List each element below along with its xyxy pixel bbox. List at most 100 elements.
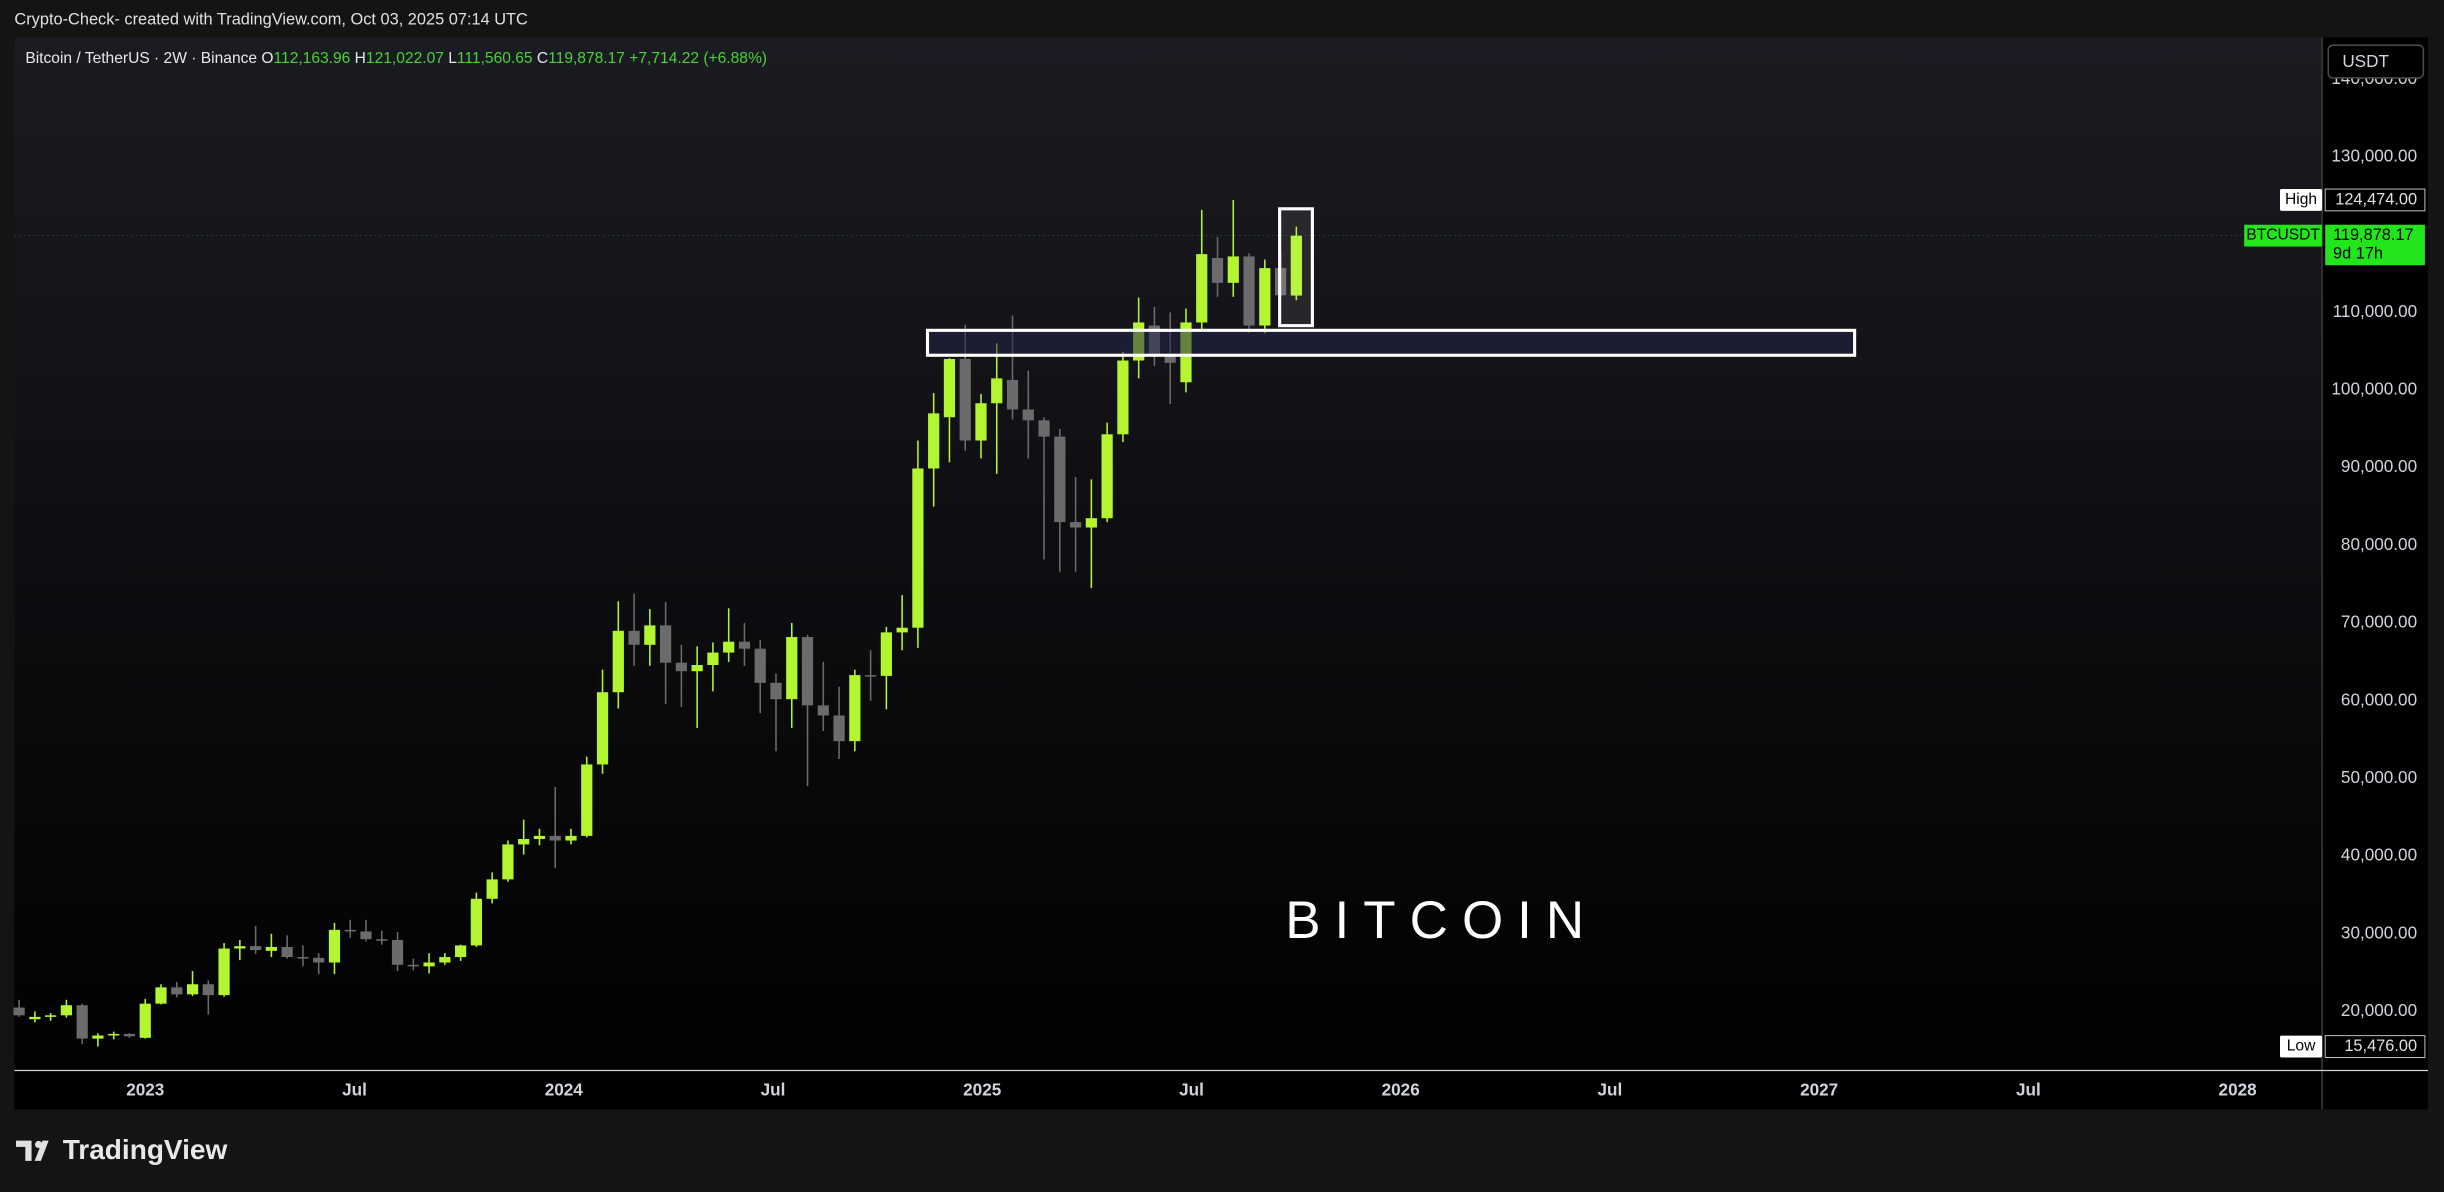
x-tick-label: Jul: [342, 1079, 367, 1099]
open-value: 112,163.96: [274, 50, 351, 67]
last-value-bg: [2325, 224, 2425, 266]
candle-body: [60, 1005, 73, 1016]
candle-body: [786, 637, 798, 700]
markers: High 124,474.00 Low 15,476.00 BTCUSDT 119,878…: [14, 188, 2426, 1058]
candle-body: [108, 1033, 120, 1036]
marker-tag: High: [2285, 191, 2317, 208]
candle-body: [1054, 436, 1066, 523]
candle-body: [754, 648, 766, 683]
marker-tag-bg: [2279, 189, 2323, 211]
marker-value-bg: [2324, 1035, 2426, 1058]
candle-body: [423, 962, 435, 967]
candle-body: [549, 835, 561, 841]
time-axis-bg: [14, 1070, 2323, 1110]
open-tag: O: [261, 50, 273, 67]
candle-body: [1101, 434, 1113, 519]
legend: Bitcoin / TetherUS · 2W · Binance O112,1…: [25, 50, 767, 67]
candle-body: [218, 948, 230, 996]
candle-body: [186, 984, 199, 995]
zone-box: [925, 328, 1857, 357]
candle-body: [455, 945, 467, 958]
candle-body: [849, 675, 861, 742]
x-tick-label: 2026: [1382, 1079, 1420, 1099]
marker-tag-bg: [2279, 1035, 2323, 1058]
high-value: 121,022.07: [366, 50, 444, 67]
symbol: Bitcoin / TetherUS · 2W · Binance: [25, 50, 257, 67]
marker-value: 124,474.00: [2335, 190, 2417, 208]
candle-body: [281, 946, 293, 958]
candle-body: [171, 987, 183, 995]
candle-body: [833, 715, 845, 742]
candle-body: [313, 957, 325, 963]
candle-body: [1069, 522, 1082, 528]
candle-body: [1227, 256, 1239, 283]
close-tag: C: [537, 50, 548, 67]
x-tick-label: 2027: [1800, 1079, 1838, 1099]
candle-body: [880, 632, 892, 676]
watermark: Crypto-Check- created with TradingView.c…: [14, 11, 528, 29]
candle-body: [928, 413, 940, 469]
candle-body: [297, 957, 309, 959]
candle-body: [912, 468, 924, 628]
change: +7,714.22 (+6.88%): [629, 50, 767, 67]
brand: TradingView: [63, 1134, 228, 1165]
currency-button[interactable]: [2327, 44, 2425, 79]
last-tag-bg: [2244, 224, 2323, 247]
candle-body: [234, 946, 246, 949]
candle-body: [628, 630, 640, 645]
candle-body: [250, 946, 262, 951]
candle-body: [533, 835, 546, 839]
candle-body: [1164, 354, 1176, 363]
candle-body: [155, 987, 167, 1004]
candle-body: [344, 929, 356, 932]
candle-body: [975, 403, 987, 441]
y-tick-label: 40,000.00: [2341, 845, 2417, 865]
y-tick-label: 60,000.00: [2341, 689, 2417, 709]
candle-body: [1243, 256, 1255, 326]
candle-body: [707, 652, 719, 666]
candle-body: [391, 939, 404, 965]
candle-body: [376, 939, 388, 941]
candle-body: [691, 665, 703, 672]
candle-body: [801, 637, 814, 706]
candle-body: [123, 1033, 136, 1037]
candle-body: [502, 844, 514, 880]
y-tick-label: 100,000.00: [2331, 379, 2417, 399]
candle-body: [1038, 420, 1050, 437]
candle-body: [738, 641, 751, 649]
candle-body: [612, 630, 624, 693]
candle-body: [407, 964, 419, 967]
x-tick-label: Jul: [2016, 1079, 2041, 1099]
last-tag: BTCUSDT: [2246, 227, 2320, 244]
marker-value: 15,476.00: [2344, 1037, 2417, 1055]
currency[interactable]: USDT: [2342, 51, 2389, 71]
candle-body: [565, 835, 577, 841]
low-tag: L: [448, 50, 457, 67]
chart-pane: [14, 37, 2429, 1110]
candle-highlight-box: [1278, 207, 1314, 328]
candle-body: [202, 984, 214, 996]
marker-value-bg: [2324, 188, 2426, 212]
y-tick-label: 110,000.00: [2333, 301, 2417, 321]
candle-body: [596, 692, 609, 765]
close-value: 119,878.17: [548, 50, 625, 67]
candle-body: [581, 764, 593, 836]
y-tick-label: 130,000.00: [2331, 146, 2417, 166]
candle-body: [139, 1003, 151, 1038]
candle-body: [470, 898, 482, 946]
logo-dot: [34, 1140, 43, 1149]
candle-body: [29, 1016, 41, 1020]
candle-body: [1211, 257, 1224, 283]
candle-body: [486, 879, 498, 899]
candle-body: [991, 378, 1003, 404]
marker-tag: Low: [2287, 1038, 2316, 1055]
y-tick-label: 20,000.00: [2341, 1000, 2417, 1020]
x-tick-label: 2024: [545, 1079, 584, 1099]
candle-body: [1196, 254, 1208, 323]
candle-body: [896, 627, 908, 633]
candle-body: [360, 931, 372, 940]
candle-body: [439, 957, 451, 963]
high-tag: H: [355, 50, 366, 67]
